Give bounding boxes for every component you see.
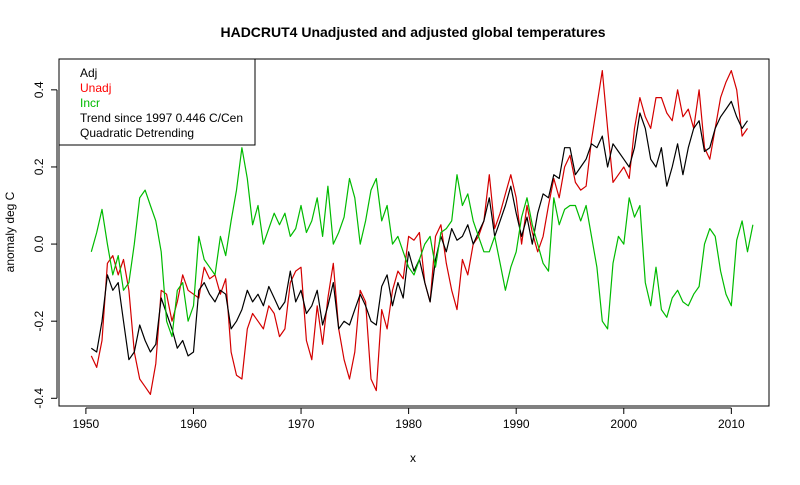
y-tick-label: 0.0 <box>32 235 46 252</box>
plot-frame <box>58 58 770 407</box>
axes-layer: 1950 1960 1970 1980 1990 2000 2010 -0.4 -0.2 0.0 0… <box>32 81 745 431</box>
legend-entry: Incr <box>80 96 100 110</box>
legend-entry: Adj <box>80 66 97 80</box>
y-tick-label: 0.4 <box>32 81 46 98</box>
y-tick-label: -0.4 <box>32 388 46 409</box>
x-tick-label: 1980 <box>395 417 422 431</box>
legend-entry: Quadratic Detrending <box>80 126 194 140</box>
chart-title: HADCRUT4 Unadjusted and adjusted global … <box>220 24 605 40</box>
x-tick-label: 1960 <box>180 417 207 431</box>
x-tick-label: 1990 <box>503 417 530 431</box>
series-layer <box>90 69 754 395</box>
x-tick-label: 1970 <box>288 417 315 431</box>
y-tick-label: -0.2 <box>32 311 46 332</box>
legend-entry: Unadj <box>80 81 111 95</box>
y-tick-label: 0.2 <box>32 158 46 175</box>
x-tick-label: 2000 <box>610 417 637 431</box>
x-tick-label: 1950 <box>73 417 100 431</box>
legend-box <box>58 58 256 146</box>
x-axis-label: x <box>410 451 416 465</box>
x-tick-label: 2010 <box>718 417 745 431</box>
legend-entry: Trend since 1997 0.446 C/Cen <box>80 111 243 125</box>
y-axis-label: anomaly deg C <box>3 191 17 272</box>
series-line-incr <box>90 147 754 338</box>
